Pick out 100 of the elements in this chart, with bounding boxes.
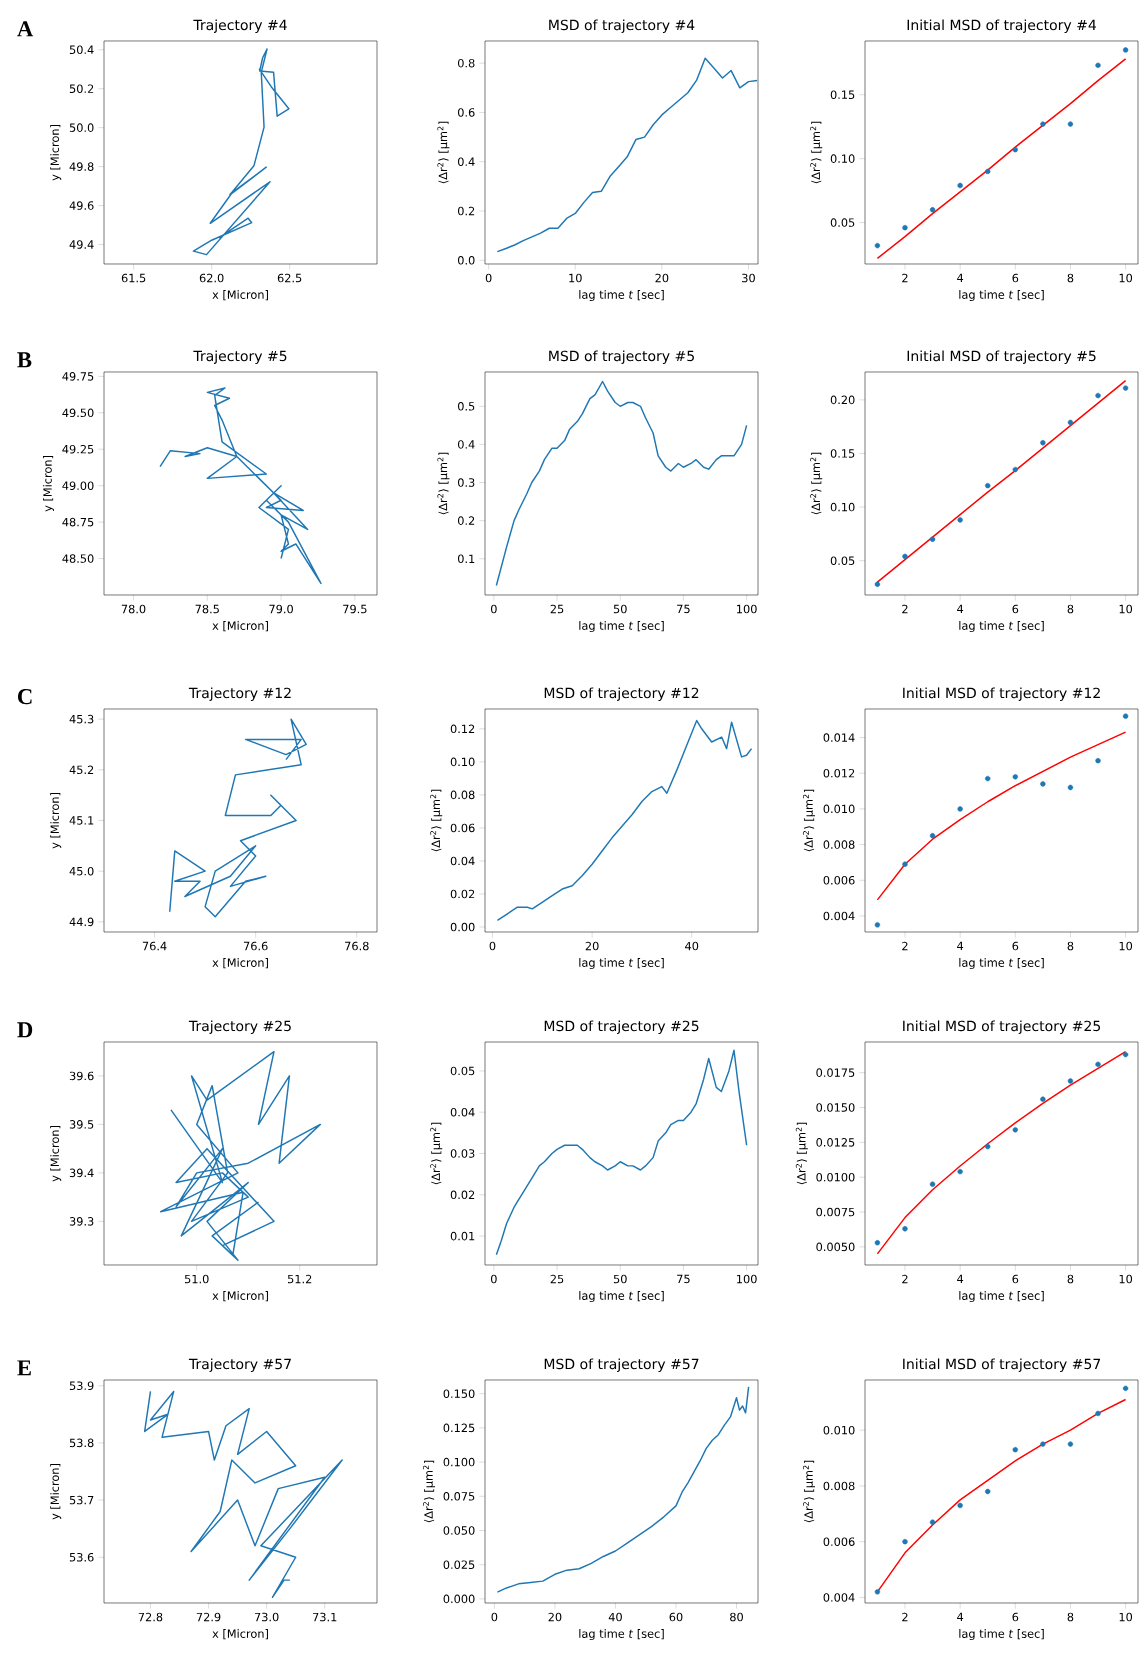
point <box>957 1502 963 1509</box>
y-tick-label: 0.8 <box>458 58 475 68</box>
chart-title: Trajectory #25 <box>188 1020 291 1034</box>
y-tick-label: 0.1 <box>458 554 475 564</box>
y-tick-label: 39.3 <box>69 1217 94 1226</box>
y-tick-label: 0.150 <box>443 1389 475 1398</box>
line-series <box>159 1050 322 1261</box>
x-axis-title: lag time t [sec] <box>579 958 664 970</box>
y-tick-label: 39.6 <box>69 1071 94 1081</box>
y-tick-label: 0.10 <box>830 502 855 512</box>
y-tick-label: 0.0125 <box>816 1138 855 1147</box>
point <box>1012 466 1018 473</box>
x-tick-label: 4 <box>957 1612 964 1621</box>
y-tick-label: 0.0050 <box>816 1242 855 1252</box>
point <box>1012 1447 1018 1453</box>
y-tick-label: 0.014 <box>823 733 855 742</box>
y-tick-label: 45.1 <box>69 816 94 825</box>
x-tick-label: 8 <box>1067 604 1074 614</box>
x-tick-label: 78.5 <box>195 604 219 614</box>
chart-title: Initial MSD of trajectory #5 <box>907 350 1096 364</box>
x-tick-label: 2 <box>902 604 908 614</box>
point <box>929 536 936 542</box>
x-axis-title: x [Micron] <box>212 290 268 301</box>
point <box>929 1181 936 1187</box>
point <box>1012 774 1018 780</box>
chart-title: MSD of trajectory #5 <box>549 350 694 364</box>
y-tick-label: 0.125 <box>443 1423 475 1433</box>
x-axis-title: lag time t [sec] <box>959 958 1044 970</box>
y-axis-title: ⟨Δr$^{2}$⟩ [μm$^{2}$] <box>430 1122 443 1185</box>
x-axis-title: lag time t [sec] <box>579 1629 664 1641</box>
x-tick-label: 4 <box>957 1274 964 1283</box>
y-tick-label: 0.15 <box>830 449 855 458</box>
x-tick-label: 75 <box>677 1274 690 1284</box>
y-tick-label: 0.05 <box>830 218 855 227</box>
x-tick-label: 51.0 <box>184 1274 209 1284</box>
text: C <box>18 689 32 705</box>
x-tick-label: 6 <box>1012 1612 1019 1622</box>
point <box>1012 147 1018 153</box>
point <box>1040 1441 1046 1447</box>
y-tick-label: 0.0175 <box>816 1068 855 1077</box>
y-tick-label: 50.4 <box>69 45 94 55</box>
x-axis-title: lag time t [sec] <box>579 621 664 633</box>
x-axis-title: x [Micron] <box>212 1291 268 1302</box>
y-tick-label: 0.05 <box>450 1066 475 1076</box>
y-tick-label: 0.0 <box>458 256 475 265</box>
y-tick-label: 0.04 <box>450 856 475 866</box>
x-tick-label: 76.4 <box>142 941 167 951</box>
x-tick-label: 50 <box>613 604 627 614</box>
y-tick-label: 53.9 <box>69 1381 94 1391</box>
y-tick-label: 49.00 <box>62 481 94 490</box>
point <box>874 1240 881 1246</box>
y-tick-label: 0.10 <box>450 757 475 767</box>
point <box>985 482 991 489</box>
point <box>985 1488 991 1495</box>
y-tick-label: 0.3 <box>458 478 475 487</box>
point <box>1122 1385 1129 1392</box>
y-tick-label: 49.50 <box>62 408 94 418</box>
text: A <box>17 21 34 37</box>
point <box>1095 62 1101 68</box>
x-tick-label: 75 <box>677 604 690 614</box>
y-tick-label: 0.010 <box>823 804 855 814</box>
line-series <box>168 718 307 918</box>
x-tick-label: 10 <box>1119 941 1133 951</box>
point <box>957 182 963 189</box>
chart-title: Trajectory #4 <box>193 19 287 33</box>
y-axis-title: y [Micron] <box>43 456 55 512</box>
point <box>1040 121 1046 127</box>
x-tick-label: 10 <box>1119 604 1133 614</box>
y-tick-label: 0.050 <box>443 1526 475 1535</box>
point <box>1040 440 1046 446</box>
x-tick-label: 79.0 <box>269 604 293 614</box>
x-tick-label: 72.8 <box>138 1612 163 1622</box>
chart-title: MSD of trajectory #57 <box>544 1358 699 1372</box>
y-tick-label: 50.2 <box>69 84 94 93</box>
chart-title: Initial MSD of trajectory #25 <box>903 1020 1101 1034</box>
x-tick-label: 6 <box>1012 941 1019 951</box>
x-axis-title: x [Micron] <box>212 621 268 632</box>
text: B <box>17 352 32 368</box>
chart-title: MSD of trajectory #12 <box>544 687 699 701</box>
y-tick-label: 0.100 <box>443 1457 475 1467</box>
line-series <box>192 48 290 256</box>
y-tick-label: 49.75 <box>62 372 94 381</box>
x-axis-title: lag time t [sec] <box>579 1291 664 1303</box>
x-axis-title: lag time t [sec] <box>959 621 1044 633</box>
x-axis-title: lag time t [sec] <box>959 1629 1044 1641</box>
point <box>1040 1096 1046 1102</box>
x-tick-label: 73.0 <box>254 1612 279 1622</box>
x-tick-label: 10 <box>1119 273 1133 283</box>
y-axis-title: ⟨Δr$^{2}$⟩ [μm$^{2}$] <box>437 121 450 184</box>
y-axis-title: ⟨Δr$^{2}$⟩ [μm$^{2}$] <box>423 1460 436 1523</box>
x-axis-title: x [Micron] <box>212 958 268 969</box>
chart-title: Initial MSD of trajectory #12 <box>903 687 1100 701</box>
y-tick-label: 0.004 <box>823 1593 855 1602</box>
point <box>1122 713 1129 719</box>
point <box>1095 758 1101 764</box>
y-axis-title: ⟨Δr$^{2}$⟩ [μm$^{2}$] <box>810 452 823 515</box>
y-tick-label: 53.8 <box>69 1438 94 1448</box>
point <box>902 1539 908 1545</box>
x-tick-label: 8 <box>1067 1274 1074 1284</box>
x-tick-label: 50 <box>613 1274 627 1284</box>
